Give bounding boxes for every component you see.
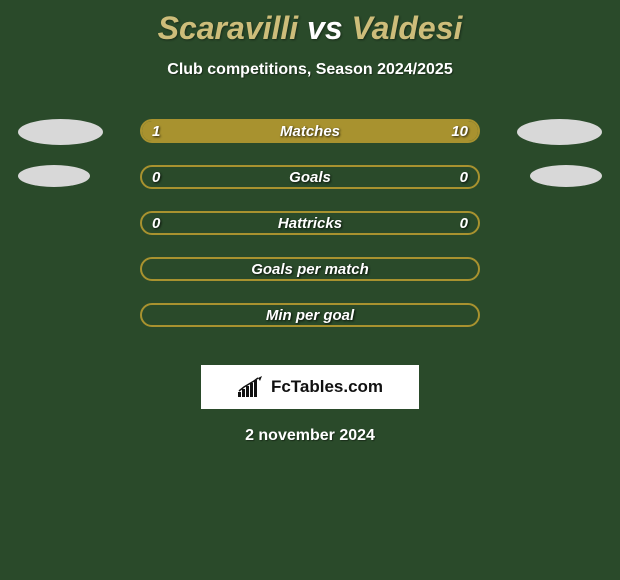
player1-badge: [18, 165, 90, 187]
subtitle: Club competitions, Season 2024/2025: [0, 61, 620, 79]
stat-bar: 0 0Goals: [140, 165, 480, 189]
stat-label: Min per goal: [142, 305, 478, 325]
stat-bar: Min per goal: [140, 303, 480, 327]
title-player1: Scaravilli: [158, 10, 299, 46]
stat-label: Goals: [142, 167, 478, 187]
title-player2: Valdesi: [352, 10, 463, 46]
stat-bar: Goals per match: [140, 257, 480, 281]
stat-left-value: 0: [142, 167, 170, 187]
stat-right-value: 0: [450, 167, 478, 187]
stat-row: Goals per match: [0, 257, 620, 303]
stat-label: Goals per match: [142, 259, 478, 279]
stat-left-value: 1: [142, 121, 170, 141]
stat-label: Matches: [142, 121, 478, 141]
stat-row: 0 0Goals: [0, 165, 620, 211]
stat-row: Min per goal: [0, 303, 620, 349]
stat-right-value: 0: [450, 213, 478, 233]
stat-right-value: 10: [441, 121, 478, 141]
date-label: 2 november 2024: [0, 427, 620, 445]
title-vs: vs: [307, 10, 343, 46]
page-title: Scaravilli vs Valdesi: [0, 0, 620, 47]
stat-label: Hattricks: [142, 213, 478, 233]
player2-badge: [530, 165, 602, 187]
stat-row: 0 0Hattricks: [0, 211, 620, 257]
stat-bar: 1 10Matches: [140, 119, 480, 143]
player2-badge: [517, 119, 602, 145]
bars-icon: [237, 376, 267, 398]
stat-bar: 0 0Hattricks: [140, 211, 480, 235]
stat-row: 1 10Matches: [0, 119, 620, 165]
stat-rows: 110Matches00Goals00HattricksGoals per ma…: [0, 119, 620, 349]
stat-left-value: 0: [142, 213, 170, 233]
player1-badge: [18, 119, 103, 145]
brand-text: FcTables.com: [271, 377, 383, 397]
brand-box[interactable]: FcTables.com: [201, 365, 419, 409]
